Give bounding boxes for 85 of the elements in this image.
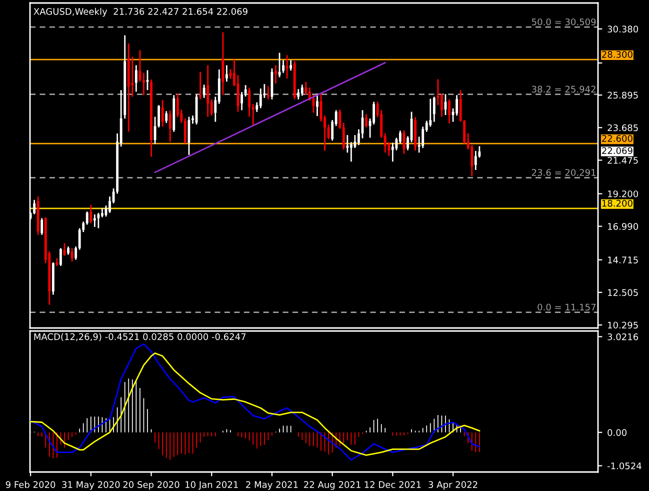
candlestick — [399, 130, 402, 144]
text: 22.069 — [602, 147, 632, 154]
candlestick — [138, 49, 142, 82]
candlestick — [131, 56, 134, 98]
x-tick-label: 31 May 2020 — [62, 481, 120, 490]
chart-title: MACD(12,26,9) -0.4521 0.0285 0.0000 -0.6247 — [34, 333, 246, 342]
candlestick — [266, 85, 270, 100]
candlestick — [300, 84, 304, 96]
ref-line-label: 50.0 = 30.509 — [532, 18, 596, 26]
candlestick — [346, 134, 349, 154]
candlestick — [161, 99, 164, 128]
y-tick-label: 19.200 — [608, 190, 638, 198]
candlestick — [40, 218, 44, 236]
x-tick-label: 9 Feb 2020 — [6, 481, 56, 488]
candlestick — [422, 126, 424, 149]
candlestick — [142, 72, 145, 96]
candlestick — [33, 199, 36, 215]
text: XAGUSD,Weekly 21.736 22.427 21.654 22.069 — [34, 8, 248, 17]
candlestick — [97, 212, 100, 229]
x-tick-label: 10 Jan 2021 — [186, 481, 238, 490]
candlestick — [206, 64, 210, 118]
candlestick — [202, 84, 206, 99]
candlestick — [436, 78, 440, 106]
candlestick — [225, 64, 228, 82]
y-tick-label: 10.295 — [608, 322, 638, 329]
x-tick-label: 22 Aug 2021 — [304, 481, 360, 490]
ref-line-label: 23.6 = 20.291 — [532, 169, 596, 176]
candlestick — [240, 91, 243, 111]
candlestick — [327, 124, 330, 140]
candlestick — [184, 118, 186, 144]
candlestick — [108, 196, 111, 214]
y-tick-label: 25.895 — [608, 92, 638, 99]
ref-line-label: 22.600 — [602, 135, 632, 142]
candlestick — [365, 113, 368, 128]
candlestick — [474, 150, 477, 171]
candlestick — [165, 110, 168, 124]
candlestick — [432, 96, 436, 122]
ref-line-label: 18.200 — [602, 200, 632, 207]
candlestick — [158, 104, 160, 128]
candlestick — [448, 98, 450, 124]
x-tick-label: 20 Sep 2020 — [123, 481, 180, 490]
candlestick — [222, 31, 224, 96]
candlestick — [168, 110, 172, 142]
candlestick — [350, 141, 352, 162]
candlestick — [391, 142, 394, 162]
y-tick-label: 23.685 — [608, 124, 638, 132]
candlestick — [297, 88, 300, 100]
candlestick — [199, 71, 202, 100]
candlestick — [244, 84, 247, 98]
candlestick — [146, 70, 149, 91]
candlestick — [248, 86, 251, 118]
x-tick-label: 3 Apr 2022 — [428, 481, 478, 490]
candlestick — [456, 94, 458, 116]
ref-line-label: 28.300 — [602, 51, 632, 58]
candlestick — [259, 88, 262, 109]
x-tick-label: 2 May 2021 — [246, 481, 298, 490]
candlestick — [290, 59, 292, 72]
candlestick — [60, 247, 62, 267]
y-tick-label: 30.380 — [608, 26, 638, 32]
candlestick — [86, 210, 88, 226]
candlestick — [358, 128, 360, 146]
candlestick — [134, 64, 138, 92]
y-tick-label: 21.475 — [608, 156, 638, 164]
y-tick-label: -1.0524 — [607, 462, 642, 470]
y-tick-label: 12.505 — [608, 289, 638, 296]
candlestick — [74, 246, 78, 260]
x-tick-label: 12 Dec 2021 — [364, 481, 421, 488]
candlestick — [101, 207, 104, 218]
ref-line-label: 0.0 = 11.157 — [538, 304, 596, 311]
candlestick — [342, 122, 345, 150]
y-tick-label: 3.0216 — [608, 333, 638, 340]
y-tick-label: 0.00 — [608, 429, 627, 436]
candlestick — [372, 101, 376, 126]
candlestick — [286, 54, 288, 80]
candlestick — [440, 92, 443, 118]
y-tick-label: 16.990 — [608, 223, 638, 230]
candlestick — [90, 204, 92, 224]
candlestick — [93, 214, 96, 228]
candlestick — [338, 109, 342, 130]
y-tick-label: 14.715 — [608, 256, 638, 264]
candlestick — [274, 64, 277, 84]
candlestick — [282, 59, 284, 74]
candlestick — [304, 81, 308, 96]
candlestick — [316, 92, 318, 117]
ref-line-label: 38.2 = 25.942 — [532, 86, 596, 93]
